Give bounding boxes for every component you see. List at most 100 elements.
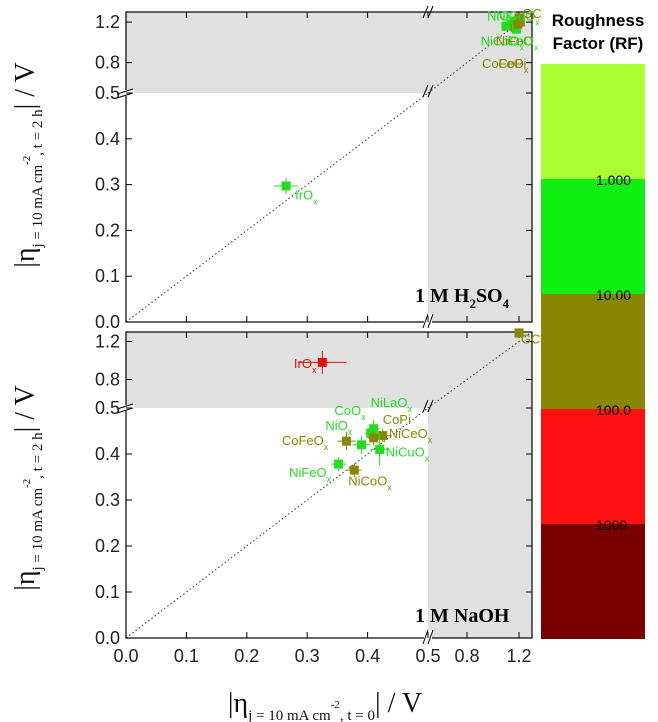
y-axis-break bbox=[116, 403, 134, 410]
point-label: NiFeO bbox=[496, 33, 534, 48]
y-tick-label: 0.0 bbox=[95, 312, 120, 332]
point-label: NiCoOx bbox=[348, 473, 392, 492]
x-axis-label-subscript: j = 10 mA cm bbox=[247, 708, 331, 722]
y-tick-label: 0.2 bbox=[95, 536, 120, 556]
y-tick-label: 0.8 bbox=[95, 53, 120, 73]
panel-frame bbox=[125, 331, 533, 639]
x-axis-break bbox=[422, 629, 429, 645]
data-point bbox=[369, 433, 379, 443]
colorbar-band bbox=[541, 179, 645, 294]
y-tick-label: 0.2 bbox=[95, 220, 120, 240]
point-label: NiCuOx bbox=[386, 444, 430, 463]
colorbar-band bbox=[541, 294, 645, 409]
data-point bbox=[375, 444, 385, 454]
x-axis-label-superscript: -2 bbox=[331, 699, 340, 711]
y-axis-break bbox=[116, 407, 134, 414]
data-point bbox=[366, 428, 376, 438]
point-label: NiOx bbox=[487, 9, 514, 28]
y-axis-break bbox=[116, 92, 134, 99]
x-axis-break bbox=[422, 5, 429, 19]
y-tick-label: 0.0 bbox=[95, 628, 120, 648]
point-label: CoFeOx bbox=[282, 433, 329, 452]
data-point bbox=[514, 328, 524, 338]
panel-label-acid: 1 M H2SO4 bbox=[415, 285, 510, 311]
x-axis-break bbox=[427, 5, 434, 19]
point-label: NiCeOx bbox=[389, 426, 433, 445]
panel-label-base: 1 M NaOH bbox=[415, 605, 510, 627]
data-point bbox=[501, 21, 511, 31]
colorbar-label: 100.0 bbox=[596, 402, 631, 418]
x-axis-label-suffix: | / V bbox=[375, 688, 422, 719]
y-axis-label-suffix: | / V bbox=[10, 385, 41, 432]
data-point bbox=[378, 431, 388, 441]
shaded-band-top bbox=[126, 12, 532, 93]
parity-line bbox=[125, 92, 429, 323]
data-point bbox=[334, 459, 344, 469]
x-tick-label: 0.8 bbox=[454, 646, 479, 666]
y-axis-label-top: |ηj = 10 mA cm-2, t = 2 h| / V bbox=[10, 62, 46, 268]
data-point bbox=[511, 24, 521, 34]
x-tick-label: 0.4 bbox=[355, 646, 380, 666]
x-tick-label: 1.2 bbox=[506, 646, 531, 666]
x-axis-label-subscript-tail: , t = 0 bbox=[340, 708, 375, 722]
point-label: CoPi bbox=[383, 412, 411, 427]
point-label: IrOx bbox=[294, 356, 317, 375]
inner-break bbox=[422, 84, 429, 98]
y-axis-label-subscript-tail: , t = 2 h bbox=[30, 109, 46, 156]
axis-labels: |ηj = 10 mA cm-2, t = 0| / V |ηj = 10 mA… bbox=[10, 62, 422, 722]
shaded-regions bbox=[126, 12, 532, 638]
x-axis-break bbox=[427, 313, 434, 329]
colorbar: Roughness Factor (RF) 1.000 10.00 100.0 100… bbox=[541, 11, 645, 639]
parity-line bbox=[427, 331, 533, 409]
y-tick-label: 0.4 bbox=[95, 129, 120, 149]
y-tick-label: 0.1 bbox=[95, 582, 120, 602]
data-point bbox=[515, 17, 525, 27]
point-label: CoPi bbox=[498, 56, 526, 71]
y-tick-label: 1.2 bbox=[95, 332, 120, 352]
inner-break bbox=[422, 399, 429, 413]
colorbar-band bbox=[541, 64, 645, 179]
point-label: NiLaOx bbox=[371, 395, 413, 414]
point-label: NiFeOx bbox=[289, 465, 332, 484]
y-axis-label-bottom: |ηj = 10 mA cm-2, t = 2 h| / V bbox=[10, 385, 46, 591]
x-tick-label: 0.0 bbox=[113, 646, 138, 666]
panel-frame bbox=[125, 11, 533, 323]
colorbar-band bbox=[541, 409, 645, 524]
x-tick-label: 0.5 bbox=[415, 646, 440, 666]
shaded-band-right bbox=[428, 408, 532, 638]
axis-ticks: 0.00.10.20.30.40.50.81.20.00.10.20.30.40… bbox=[95, 12, 532, 666]
point-label: NiCoOx bbox=[481, 33, 525, 52]
data-point bbox=[369, 424, 379, 434]
y-tick-label: 0.3 bbox=[95, 490, 120, 510]
colorbar-label: 1000 bbox=[596, 517, 627, 533]
x-axis-break bbox=[427, 629, 434, 645]
y-tick-label: 0.5 bbox=[95, 398, 120, 418]
y-tick-label: 0.5 bbox=[95, 83, 120, 103]
point-label: CoOx bbox=[334, 403, 366, 422]
point-label: GC bbox=[522, 6, 542, 21]
y-tick-label: 0.4 bbox=[95, 444, 120, 464]
colorbar-label: 10.00 bbox=[596, 287, 631, 303]
point-label: NiOx bbox=[325, 418, 352, 437]
y-axis-label-suffix: | / V bbox=[10, 62, 41, 109]
x-axis-label: |ηj = 10 mA cm-2, t = 0| / V bbox=[228, 688, 422, 722]
y-axis-label-subscript: j = 10 mA cm bbox=[30, 165, 46, 249]
point-label: IrOx bbox=[295, 187, 318, 206]
data-point bbox=[357, 440, 367, 450]
data-point bbox=[341, 436, 351, 446]
point-label: CoFeOx bbox=[482, 56, 529, 75]
y-tick-label: 0.3 bbox=[95, 175, 120, 195]
data-point bbox=[317, 357, 327, 367]
data-point bbox=[349, 465, 359, 475]
x-tick-label: 0.1 bbox=[174, 646, 199, 666]
y-tick-label: 0.1 bbox=[95, 266, 120, 286]
y-axis-label-prefix: |η bbox=[10, 571, 41, 591]
colorbar-title-line2: Factor (RF) bbox=[553, 34, 644, 53]
shaded-band-right bbox=[428, 93, 532, 322]
y-axis-label-superscript: -2 bbox=[21, 156, 33, 165]
x-axis-label-prefix: |η bbox=[228, 688, 248, 719]
colorbar-title-line1: Roughness bbox=[552, 11, 645, 30]
point-labels: NiOxNiCuOxGCNiCoOxNiFeOCoOxCoFeOxCoPiIrO… bbox=[282, 6, 542, 492]
data-points bbox=[273, 13, 525, 477]
